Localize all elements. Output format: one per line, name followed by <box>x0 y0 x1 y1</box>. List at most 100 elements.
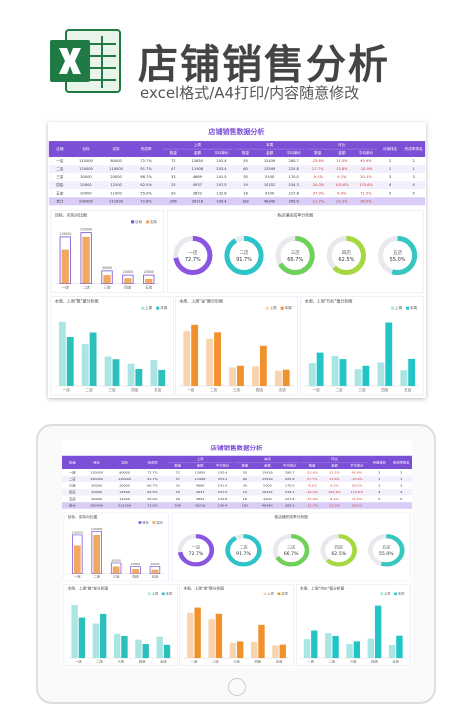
group-header: 环比 <box>338 142 346 147</box>
x-tick-label: 四店 <box>132 574 139 579</box>
subcolumn-header: 金额 <box>331 463 339 468</box>
bar <box>274 370 282 386</box>
chart-title: 本周、上周"均价"值分析图 <box>305 298 353 304</box>
x-tick-label: 二店 <box>93 574 100 579</box>
table-cell: 280.7 <box>289 159 299 163</box>
table-cell: 23.3% <box>336 199 348 203</box>
legend-swatch <box>280 306 284 310</box>
table-cell: 66.7% <box>140 175 152 179</box>
legend-swatch <box>161 592 165 596</box>
table-cell: 71.5% <box>352 497 363 501</box>
bar <box>272 645 279 659</box>
bar <box>156 636 163 659</box>
bar-value-label: 20000 <box>131 562 141 566</box>
table-cell: 39.5% <box>360 199 372 203</box>
table-cell: 534.3 <box>285 490 295 494</box>
table-cell: 四店 <box>56 182 64 187</box>
column-header: 目标 <box>93 460 101 465</box>
x-tick-label: 一店 <box>187 387 195 392</box>
table-cell: 192.4 <box>218 470 228 474</box>
x-tick-label: 三店 <box>113 574 120 579</box>
x-tick-label: 三店 <box>233 387 241 392</box>
table-cell: -10.9% <box>360 167 373 171</box>
table-cell: 20000 <box>91 497 102 501</box>
table-cell: 3852 <box>196 497 205 501</box>
chart-title: 本周、上周"数"量分析图 <box>55 298 99 304</box>
table-cell: 39216 <box>192 199 204 203</box>
bar <box>194 607 201 659</box>
table-cell: 1 <box>400 477 402 481</box>
table-cell: 47 <box>176 477 180 481</box>
column-header: 目标 <box>82 146 90 151</box>
sheet-title: 店铺销售数据分析 <box>209 445 263 453</box>
donut-arc <box>378 235 418 276</box>
bar <box>150 360 158 386</box>
subcolumn-header: 数量 <box>309 463 317 468</box>
table-cell: 15439 <box>264 159 276 163</box>
table-cell: 12500 <box>119 490 130 494</box>
table-cell: 105.6% <box>328 490 341 494</box>
excel-icon <box>50 29 121 93</box>
table-cell: 12500 <box>110 183 122 187</box>
column-header: 实际 <box>112 146 120 151</box>
column-header: 实际 <box>121 460 128 465</box>
group-header: 上周 <box>194 142 202 147</box>
table-cell: 5 <box>400 497 402 501</box>
subcolumn-header: 平均单价 <box>214 150 229 155</box>
x-tick-label: 四店 <box>254 659 261 664</box>
donut-label: 62.5% <box>338 257 354 263</box>
table-cell: 132.8 <box>218 497 228 501</box>
table-cell: 4 <box>378 490 380 494</box>
table-cell: 190.4 <box>216 199 227 203</box>
table-cell: 13850 <box>195 470 206 474</box>
x-tick-label: 五店 <box>154 387 162 392</box>
table-cell: 110000 <box>90 470 103 474</box>
donut-arc <box>368 534 405 567</box>
table-cell: 120000 <box>90 477 103 481</box>
table-cell: 3 <box>400 484 402 488</box>
bar-value-label: 110000 <box>59 232 71 236</box>
table-cell: -24.0% <box>306 490 318 494</box>
table-cell: 55 <box>243 470 247 474</box>
table-row <box>62 482 412 489</box>
bar <box>127 363 135 386</box>
table-cell: 5100 <box>265 175 275 179</box>
table-cell: 39216 <box>195 504 206 508</box>
table-row <box>48 157 426 166</box>
table-cell: 91.7% <box>147 477 158 481</box>
bar <box>61 249 69 284</box>
column-header: 完成率排名 <box>405 146 423 151</box>
x-tick-label: 二店 <box>212 659 219 664</box>
table-cell: 211000 <box>118 504 131 508</box>
table-cell: 72.8% <box>147 504 158 508</box>
bar <box>135 369 143 386</box>
table-cell: 18 <box>243 497 247 501</box>
x-tick-label: 四店 <box>256 387 264 392</box>
page-subtitle: excel格式/A4打印/内容随意修改 <box>140 84 360 102</box>
x-tick-label: 五店 <box>160 659 167 664</box>
donut-category: 五店 <box>393 249 402 256</box>
table-cell: 72.8% <box>140 199 152 203</box>
table-cell: 120000 <box>79 167 93 171</box>
table-row <box>48 197 426 206</box>
table-cell: 290000 <box>79 199 93 203</box>
table-cell: 91.7% <box>140 167 152 171</box>
table-cell: 110000 <box>118 477 131 481</box>
table-cell: 47 <box>171 167 176 171</box>
bar <box>331 355 339 386</box>
bar <box>367 638 375 659</box>
legend-label: 上周 <box>145 305 153 310</box>
x-tick-label: 一店 <box>307 659 314 664</box>
donut-label: 72.7% <box>189 551 204 557</box>
bar <box>66 336 74 386</box>
donut-category: 三店 <box>287 545 295 550</box>
chart-title: 本周、上周"金"额分析图 <box>179 298 223 304</box>
bar <box>316 352 324 386</box>
bar <box>121 635 128 659</box>
table-cell: 72 <box>171 159 176 163</box>
table-cell: -10.9% <box>351 477 363 481</box>
table-cell: 182 <box>242 199 249 203</box>
table-row <box>62 495 412 503</box>
column-header: 完成率 <box>148 460 158 465</box>
bar-value-label: 30000 <box>102 266 112 270</box>
